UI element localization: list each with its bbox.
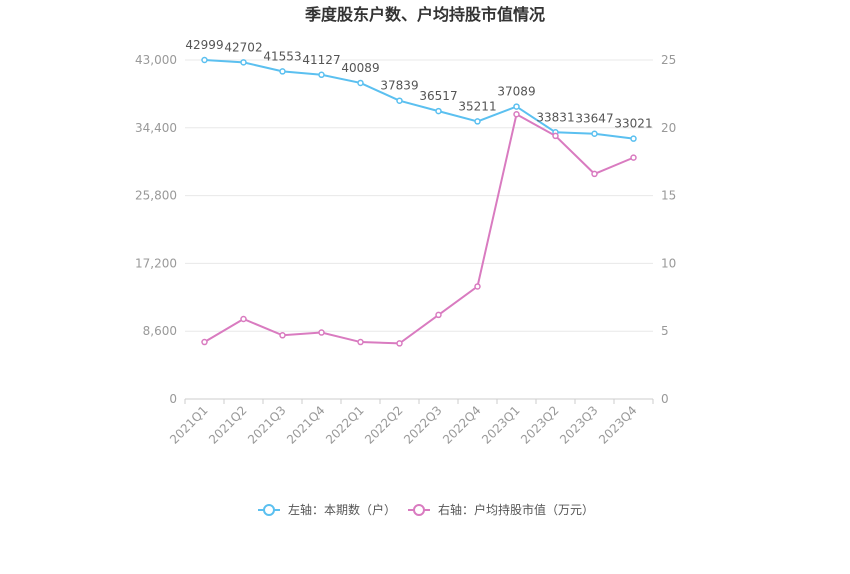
- data-point[interactable]: [357, 338, 364, 346]
- data-point[interactable]: [279, 332, 286, 339]
- data-point[interactable]: [552, 132, 559, 140]
- right-tick-label: 10: [661, 256, 676, 270]
- x-tick-label: 2022Q2: [362, 403, 406, 447]
- left-tick-label: 0: [169, 392, 177, 406]
- right-tick-label: 20: [661, 121, 676, 135]
- data-label: 37089: [497, 85, 535, 99]
- data-label: 33647: [575, 112, 613, 126]
- series-line: [204, 59, 634, 140]
- data-point[interactable]: [396, 340, 403, 347]
- data-point[interactable]: [435, 311, 442, 319]
- data-point[interactable]: [513, 103, 520, 110]
- right-axis: 0 5 10 15 20 25: [661, 53, 676, 406]
- x-tick-label: 2023Q3: [557, 403, 601, 447]
- data-point[interactable]: [318, 329, 325, 336]
- data-point[interactable]: [396, 97, 403, 104]
- data-label: 35211: [458, 99, 496, 113]
- left-tick-label: 34,400: [135, 121, 177, 135]
- legend-item-0[interactable]: 左轴：本期数（户）: [258, 502, 396, 517]
- data-label: 36517: [419, 89, 457, 103]
- left-tick-label: 25,800: [135, 189, 177, 203]
- legend-label: 左轴：本期数（户）: [288, 502, 396, 517]
- legend[interactable]: 左轴：本期数（户） 右轴：户均持股市值（万元）: [258, 502, 594, 517]
- x-tick-label: 2022Q4: [440, 403, 484, 447]
- x-tick-label: 2023Q2: [518, 403, 562, 447]
- x-tick-label: 2022Q3: [401, 403, 445, 447]
- left-tick-label: 17,200: [135, 256, 177, 270]
- left-axis: 0 8,600 17,200 25,800 34,400 43,000: [135, 53, 177, 406]
- x-tick-label: 2023Q1: [479, 403, 523, 447]
- data-point[interactable]: [201, 338, 208, 346]
- data-point[interactable]: [591, 170, 598, 178]
- left-tick-label: 8,600: [143, 324, 177, 338]
- left-tick-label: 43,000: [135, 53, 177, 67]
- data-label: 41553: [263, 49, 301, 63]
- x-axis: 2021Q12021Q22021Q32021Q42022Q12022Q22022…: [167, 399, 654, 447]
- legend-item-1[interactable]: 右轴：户均持股市值（万元）: [408, 502, 594, 517]
- data-label: 37839: [380, 79, 418, 93]
- series-1: [201, 110, 637, 347]
- data-point[interactable]: [591, 130, 598, 137]
- right-tick-label: 0: [661, 392, 669, 406]
- series-line: [203, 112, 634, 345]
- data-point[interactable]: [240, 315, 247, 323]
- data-point[interactable]: [318, 71, 325, 79]
- data-point[interactable]: [240, 59, 247, 66]
- x-tick-label: 2021Q4: [284, 403, 328, 447]
- data-point[interactable]: [474, 283, 481, 290]
- data-point[interactable]: [279, 68, 286, 75]
- legend-swatch-marker: [413, 504, 425, 516]
- data-point[interactable]: [474, 118, 481, 125]
- data-point[interactable]: [513, 110, 520, 118]
- right-tick-label: 15: [661, 189, 676, 203]
- x-tick-label: 2023Q4: [596, 403, 640, 447]
- data-point[interactable]: [435, 107, 442, 115]
- legend-swatch-marker: [263, 504, 275, 516]
- data-label: 41127: [302, 53, 340, 67]
- data-point[interactable]: [357, 79, 364, 87]
- data-label: 33831: [536, 110, 574, 124]
- data-label: 42702: [224, 40, 262, 54]
- data-label: 33021: [614, 117, 652, 131]
- x-tick-label: 2022Q1: [323, 403, 367, 447]
- data-label: 40089: [341, 61, 379, 75]
- x-tick-label: 2021Q2: [206, 403, 250, 447]
- data-point[interactable]: [630, 154, 637, 161]
- x-tick-label: 2021Q3: [245, 403, 289, 447]
- legend-label: 右轴：户均持股市值（万元）: [438, 502, 594, 517]
- data-point[interactable]: [201, 56, 208, 64]
- right-tick-label: 25: [661, 53, 676, 67]
- chart-title: 季度股东户数、户均持股市值情况: [304, 5, 545, 24]
- data-label: 42999: [185, 38, 223, 52]
- x-tick-label: 2021Q1: [167, 403, 211, 447]
- data-point[interactable]: [630, 135, 637, 142]
- right-tick-label: 5: [661, 324, 669, 338]
